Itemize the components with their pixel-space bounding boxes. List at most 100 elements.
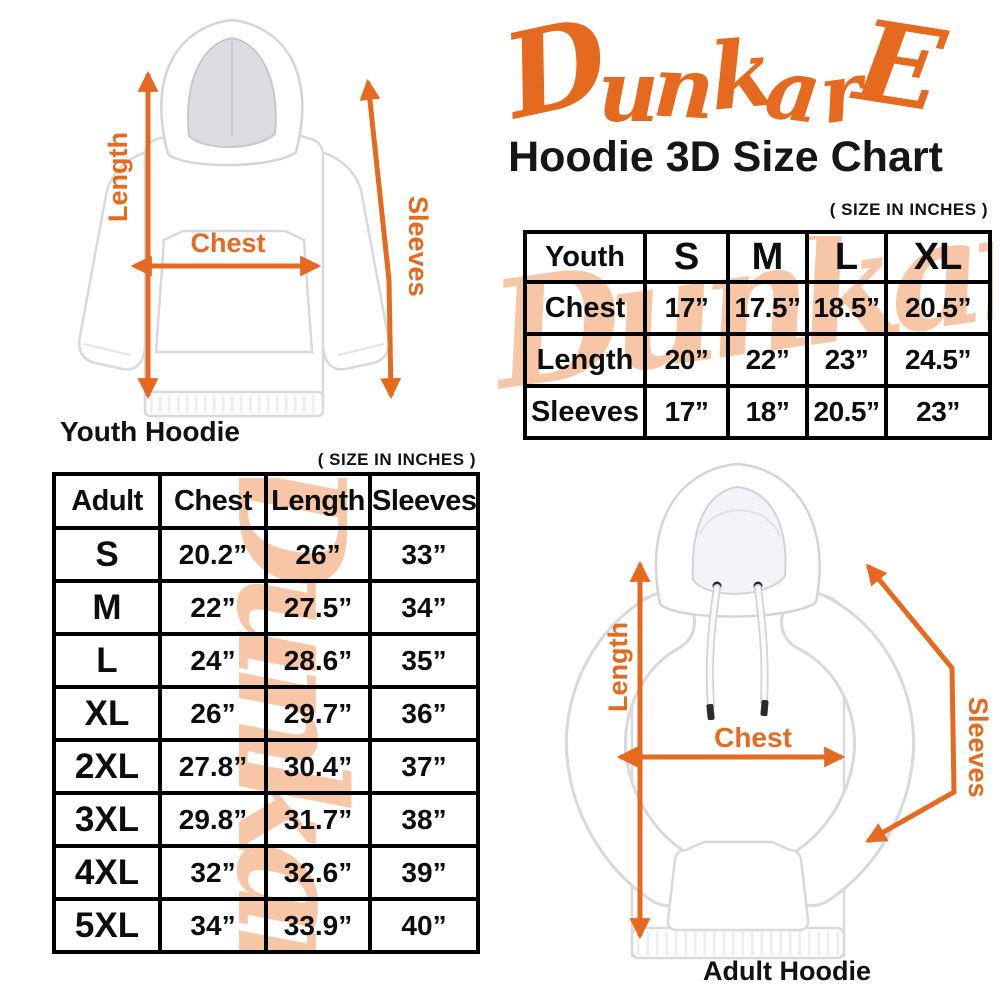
adult-row-label: L	[52, 632, 162, 689]
cell: 39”	[368, 844, 480, 901]
youth-hoodie-diagram: Length Chest Sleeves	[0, 0, 470, 420]
adult-size-note: ( SIZE IN INCHES )	[317, 450, 476, 469]
youth-hoodie-image: Length Chest Sleeves	[78, 18, 433, 418]
adult-header-cell: Length	[264, 472, 372, 530]
cell: 28.6”	[264, 632, 372, 689]
cell: 27.8”	[158, 738, 268, 795]
cell: 24”	[158, 632, 268, 689]
youth-sleeves-label: Sleeves	[403, 196, 433, 297]
table-row: Length 20” 22” 23” 24.5”	[523, 332, 992, 388]
adult-chest-label: Chest	[714, 722, 792, 753]
cell: 20.5”	[805, 384, 888, 440]
youth-row-label: Length	[523, 332, 647, 388]
adult-row-label: XL	[52, 685, 162, 742]
cell: 24.5”	[884, 332, 992, 388]
adult-row-label: 2XL	[52, 738, 162, 795]
youth-row-label: Chest	[523, 280, 647, 336]
table-row: 4XL 32” 32.6” 39”	[52, 844, 480, 901]
adult-hoodie-diagram: Length Chest Sleeves	[480, 450, 1000, 995]
cell: 27.5”	[264, 579, 372, 636]
youth-chest-label: Chest	[190, 228, 265, 258]
cell: 32.6”	[264, 844, 372, 901]
cell: 34”	[158, 897, 268, 954]
youth-row-label: Sleeves	[523, 384, 647, 440]
youth-header-cell: M	[726, 230, 809, 284]
adult-left-aglet	[706, 703, 715, 721]
cell: 22”	[158, 579, 268, 636]
cell: 17”	[643, 384, 730, 440]
adult-right-aglet	[760, 699, 769, 717]
adult-right-drawstring	[755, 585, 767, 705]
youth-table-header-row: Youth S M L XL	[523, 230, 992, 284]
cell: 18”	[726, 384, 809, 440]
adult-table-header-row: Adult Chest Length Sleeves	[52, 472, 480, 530]
cell: 37”	[368, 738, 480, 795]
cell: 26”	[264, 526, 372, 583]
cell: 33”	[368, 526, 480, 583]
adult-header-cell: Adult	[52, 472, 162, 530]
adult-row-label: 5XL	[52, 897, 162, 954]
table-row: L 24” 28.6” 35”	[52, 632, 480, 689]
adult-row-label: 4XL	[52, 844, 162, 901]
adult-row-label: M	[52, 579, 162, 636]
adult-length-label: Length	[603, 622, 633, 712]
cell: 17.5”	[726, 280, 809, 336]
cell: 23”	[884, 384, 992, 440]
cell: 22”	[726, 332, 809, 388]
adult-header-cell: Chest	[158, 472, 268, 530]
cell: 17”	[643, 280, 730, 336]
cell: 35”	[368, 632, 480, 689]
youth-header-cell: S	[643, 230, 730, 284]
table-row: Chest 17” 17.5” 18.5” 20.5”	[523, 280, 992, 336]
cell: 26”	[158, 685, 268, 742]
youth-length-label: Length	[103, 132, 133, 222]
youth-left-cuff-seam	[83, 343, 131, 356]
youth-sleeves-arrow	[359, 78, 402, 400]
cell: 38”	[368, 791, 480, 848]
youth-size-table: Youth S M L XL Chest 17” 17.5” 18.5” 20.…	[523, 230, 992, 440]
adult-hood-opening	[691, 485, 787, 595]
adult-left-drawstring	[707, 585, 720, 709]
cell: 18.5”	[805, 280, 888, 336]
table-row: XL 26” 29.7” 36”	[52, 685, 480, 742]
table-row: 2XL 27.8” 30.4” 37”	[52, 738, 480, 795]
cell: 31.7”	[264, 791, 372, 848]
adult-hoodie-caption: Adult Hoodie	[703, 956, 871, 986]
cell: 29.8”	[158, 791, 268, 848]
cell: 29.7”	[264, 685, 372, 742]
youth-header-cell: XL	[884, 230, 992, 284]
youth-header-cell: L	[805, 230, 888, 284]
adult-sleeves-arrow	[865, 563, 957, 844]
adult-row-label: S	[52, 526, 162, 583]
table-row: S 20.2” 26” 33”	[52, 526, 480, 583]
cell: 36”	[368, 685, 480, 742]
cell: 32”	[158, 844, 268, 901]
youth-hoodie-caption: Youth Hoodie	[60, 416, 240, 447]
cell: 33.9”	[264, 897, 372, 954]
table-row: 5XL 34” 33.9” 40”	[52, 897, 480, 954]
adult-sleeves-label: Sleeves	[963, 697, 993, 798]
logo-letter: u	[597, 42, 659, 141]
cell: 40”	[368, 897, 480, 954]
adult-size-table: Adult Chest Length Sleeves S 20.2” 26” 3…	[52, 472, 480, 954]
logo-letter: n	[650, 36, 717, 139]
youth-size-note: ( SIZE IN INCHES )	[829, 200, 988, 219]
cell: 20”	[643, 332, 730, 388]
page-title: Hoodie 3D Size Chart	[508, 133, 943, 181]
adult-hoodie-image: Length Chest Sleeves	[565, 462, 993, 960]
cell: 20.5”	[884, 280, 992, 336]
table-row: Sleeves 17” 18” 20.5” 23”	[523, 384, 992, 440]
adult-pocket	[666, 840, 810, 932]
logo-letter: E	[847, 0, 953, 138]
adult-header-cell: Sleeves	[368, 472, 480, 530]
brand-logo: DunkarE	[450, 0, 998, 146]
brand-logo-text: DunkarE	[493, 0, 952, 146]
adult-row-label: 3XL	[52, 791, 162, 848]
table-row: 3XL 29.8” 31.7” 38”	[52, 791, 480, 848]
youth-header-cell: Youth	[523, 230, 647, 284]
cell: 23”	[805, 332, 888, 388]
adult-hem-band	[630, 926, 846, 960]
cell: 34”	[368, 579, 480, 636]
adult-hood-inner-fold	[699, 509, 781, 537]
cell: 20.2”	[158, 526, 268, 583]
